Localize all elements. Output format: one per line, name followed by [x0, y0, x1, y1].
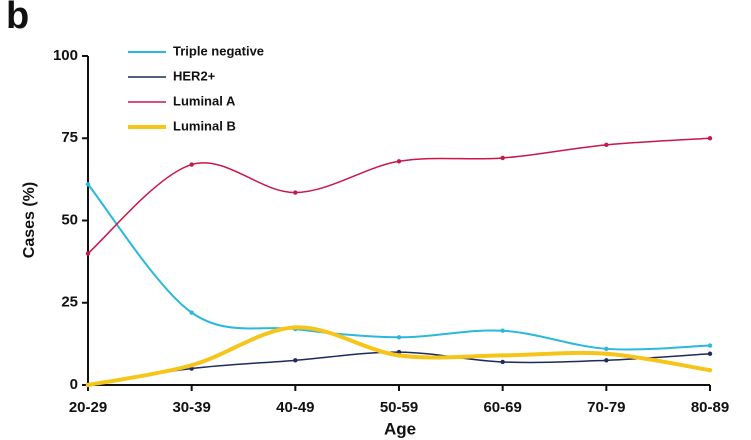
legend-label: Luminal B: [173, 118, 236, 133]
data-point: [604, 346, 609, 352]
data-point: [189, 310, 194, 315]
data-point: [293, 325, 298, 330]
x-tick-label: 60-69: [483, 399, 521, 416]
data-point: [85, 382, 91, 388]
data-point: [293, 190, 298, 195]
x-tick-label: 30-39: [172, 399, 210, 416]
data-point: [500, 155, 505, 161]
legend-label: HER2+: [173, 68, 216, 83]
data-point: [604, 358, 609, 363]
data-point: [707, 136, 713, 141]
y-tick-label: 100: [53, 47, 78, 64]
legend-label: Triple negative: [173, 43, 264, 58]
series-line: [87, 137, 711, 254]
panel-label: b: [6, 0, 29, 37]
x-tick-label: 50-59: [380, 399, 418, 416]
data-point: [707, 367, 713, 373]
y-axis-label: Cases (%): [21, 182, 38, 258]
x-tick-label: 20-29: [69, 399, 107, 416]
data-point: [707, 351, 713, 356]
data-point: [500, 353, 505, 358]
data-point: [189, 363, 194, 368]
data-point: [85, 182, 91, 187]
data-point: [189, 162, 194, 167]
data-point: [396, 335, 402, 340]
y-tick-label: 75: [61, 129, 78, 146]
data-point: [396, 159, 402, 164]
y-tick-label: 25: [61, 294, 78, 311]
y-tick-label: 50: [61, 211, 78, 228]
data-point: [604, 142, 609, 148]
x-tick-label: 80-89: [691, 399, 729, 416]
x-axis-label: Age: [384, 419, 416, 438]
data-point: [500, 328, 505, 333]
series-line: [87, 183, 711, 351]
data-point: [293, 358, 298, 363]
legend-label: Luminal A: [173, 93, 236, 108]
y-tick-label: 0: [70, 376, 78, 393]
data-point: [500, 359, 505, 365]
data-point: [707, 343, 713, 348]
data-point: [396, 349, 402, 355]
data-point: [396, 353, 402, 358]
data-point: [85, 251, 91, 256]
x-tick-label: 70-79: [587, 399, 625, 416]
x-tick-label: 40-49: [276, 399, 314, 416]
data-point: [604, 351, 609, 356]
